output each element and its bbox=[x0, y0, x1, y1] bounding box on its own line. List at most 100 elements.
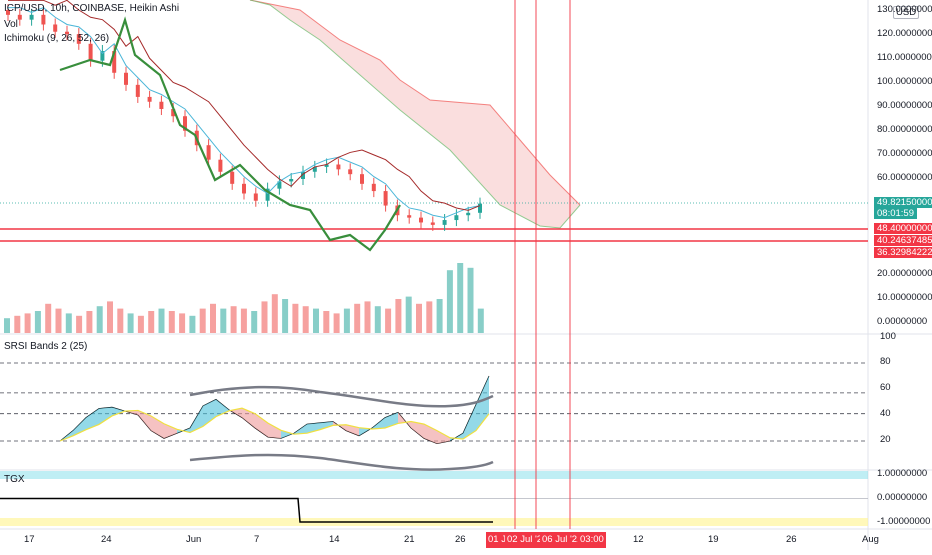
date-marker-label: 06 Jul '21 bbox=[540, 532, 585, 548]
countdown-tag: 08:01:59 bbox=[874, 208, 917, 219]
price-tick-label: 10.00000000 bbox=[877, 292, 932, 303]
time-tick-label: 19 bbox=[708, 534, 719, 545]
srsi-fill bbox=[99, 407, 112, 425]
ichimoku-cloud bbox=[250, 0, 580, 228]
currency-button[interactable]: USD bbox=[893, 6, 920, 19]
srsi-fill bbox=[268, 423, 281, 439]
candle-body bbox=[360, 174, 364, 184]
srsi-fill bbox=[86, 408, 99, 430]
tgx-upper-zone bbox=[0, 471, 868, 479]
srsi-signal-line bbox=[59, 407, 490, 442]
date-marker-label: 02 Jul '21 bbox=[505, 532, 550, 548]
srsi-fill bbox=[463, 404, 476, 440]
candle-body bbox=[147, 96, 152, 102]
volume-bar bbox=[148, 311, 155, 333]
date-marker-label: 03:00 bbox=[578, 532, 606, 548]
srsi-fill bbox=[372, 417, 385, 429]
tgx-legend: TGX bbox=[4, 474, 25, 485]
srsi-fill bbox=[242, 408, 255, 428]
volume-bar bbox=[86, 311, 93, 333]
volume-bar bbox=[457, 263, 464, 333]
srsi-fill bbox=[281, 430, 294, 439]
volume-bar bbox=[343, 308, 350, 333]
ichimoku-legend: Ichimoku (9, 26, 52, 26) bbox=[4, 33, 110, 44]
volume-bar bbox=[96, 306, 103, 333]
candle-body bbox=[112, 51, 117, 73]
volume-bar bbox=[107, 301, 113, 333]
volume-bar bbox=[34, 311, 41, 333]
candle-body bbox=[371, 183, 376, 192]
srsi-fill bbox=[411, 421, 424, 439]
volume-bar bbox=[117, 308, 124, 333]
candle-body bbox=[466, 212, 471, 216]
candle-body bbox=[242, 183, 246, 194]
volume-bar bbox=[158, 308, 165, 333]
time-tick-label: 12 bbox=[633, 534, 644, 545]
candle-body bbox=[206, 145, 211, 160]
candle-body bbox=[41, 14, 46, 25]
volume-bar bbox=[302, 306, 309, 333]
candle-body bbox=[289, 179, 294, 182]
volume-bar bbox=[179, 313, 186, 333]
srsi-tick-label: 80 bbox=[880, 356, 891, 367]
srsi-upper-band bbox=[189, 385, 494, 408]
tgx-tick-label: -1.00000000 bbox=[877, 516, 931, 527]
candle-body bbox=[100, 51, 105, 61]
volume-bar bbox=[292, 303, 299, 333]
candle-body bbox=[419, 217, 423, 223]
srsi-fill bbox=[164, 423, 177, 439]
price-tick-label: 110.00000000 bbox=[877, 52, 932, 63]
candle-body bbox=[76, 34, 81, 44]
srsi-legend: SRSI Bands 2 (25) bbox=[4, 341, 88, 352]
candle-body bbox=[17, 14, 22, 20]
candle-body bbox=[171, 108, 176, 117]
volume-bar bbox=[137, 315, 144, 333]
price-tick-label: 0.00000000 bbox=[877, 316, 928, 327]
volume-bar bbox=[65, 313, 72, 333]
volume-bar bbox=[374, 306, 381, 333]
volume-bar bbox=[395, 299, 402, 333]
price-tick-label: 120.00000000 bbox=[877, 28, 932, 39]
candle-body bbox=[348, 169, 353, 175]
volume-bar bbox=[24, 313, 31, 333]
srsi-tick-label: 60 bbox=[880, 382, 891, 393]
tgx-tick-label: 0.00000000 bbox=[877, 492, 928, 503]
price-tick-label: 60.00000000 bbox=[877, 172, 932, 183]
srsi-fill bbox=[138, 410, 151, 431]
volume-bar bbox=[416, 303, 422, 333]
date-marker-label: 01 J bbox=[486, 532, 508, 548]
time-tick-label: 14 bbox=[329, 534, 340, 545]
candle-body bbox=[29, 14, 34, 20]
candle-body bbox=[265, 188, 270, 201]
volume-bar bbox=[14, 315, 21, 333]
volume-bar bbox=[364, 301, 371, 333]
current-price-tag: 49.82150000 bbox=[874, 197, 932, 208]
tgx-tick-label: 1.00000000 bbox=[877, 468, 928, 479]
volume-bar bbox=[354, 303, 361, 333]
candle-body bbox=[135, 84, 140, 97]
senkou-span-a bbox=[249, 0, 581, 229]
srsi-fill bbox=[437, 430, 450, 444]
volume-legend: Vol bbox=[4, 19, 18, 30]
candle-body bbox=[454, 215, 459, 221]
volume-bar bbox=[4, 318, 10, 333]
srsi-fill bbox=[307, 422, 320, 434]
candle-body bbox=[478, 203, 482, 213]
time-tick-label: 26 bbox=[455, 534, 466, 545]
candle-body bbox=[430, 222, 435, 225]
time-tick-label: 17 bbox=[24, 534, 35, 545]
senkou-span-b bbox=[249, 0, 581, 206]
volume-bar bbox=[385, 308, 392, 333]
candle-body bbox=[324, 164, 329, 167]
volume-bar bbox=[76, 315, 83, 333]
candle-body bbox=[312, 166, 317, 172]
volume-bar bbox=[405, 296, 412, 333]
candle-body bbox=[88, 43, 93, 61]
srsi-tick-label: 20 bbox=[880, 434, 891, 445]
volume-bar bbox=[333, 313, 340, 333]
srsi-fill bbox=[450, 433, 463, 441]
volume-bar bbox=[446, 270, 453, 333]
candle-body bbox=[277, 181, 282, 189]
